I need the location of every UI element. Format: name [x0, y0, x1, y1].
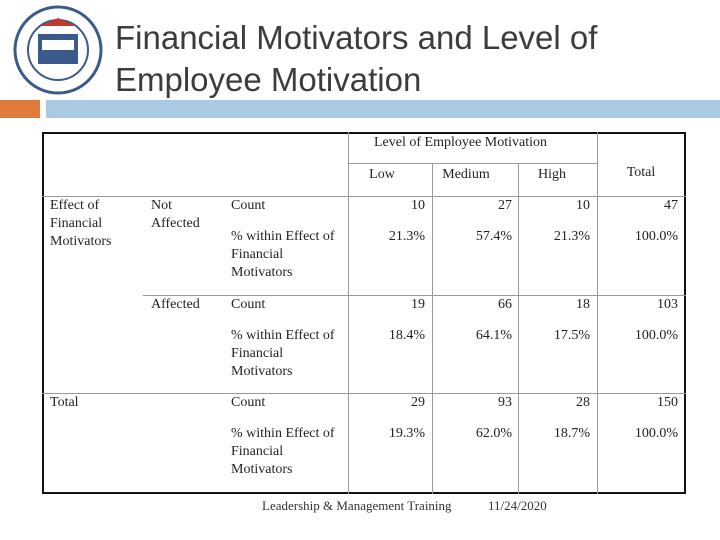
count-value: 28 [576, 395, 590, 410]
count-value: 103 [657, 297, 678, 312]
pct-value: 18.7% [553, 426, 590, 441]
pct-value: 100.0% [634, 229, 678, 244]
pct-value: 21.3% [553, 229, 590, 244]
count-value: 18 [576, 297, 590, 312]
logo [13, 5, 103, 95]
pct-value: 100.0% [634, 328, 678, 343]
title: Financial Motivators and Level of [115, 19, 598, 56]
count-value: 29 [411, 395, 425, 410]
pct-value: 19.3% [388, 426, 425, 441]
row-group: Effect of Financial Motivators [50, 198, 112, 249]
column-header: Low [369, 167, 395, 182]
count-value: 10 [411, 198, 425, 213]
stat-label: Count [231, 297, 266, 312]
grid-line [42, 393, 686, 394]
group-header: Level of Employee Motivation [374, 135, 548, 150]
stat-label: % within Effect of Financial Motivators [231, 229, 335, 280]
count-value: 47 [664, 198, 678, 213]
count-value: 27 [498, 198, 512, 213]
count-value: 10 [576, 198, 590, 213]
grid-line [518, 163, 519, 494]
grid-line [42, 196, 686, 197]
count-value: 150 [657, 395, 678, 410]
table [42, 132, 686, 494]
grid-line [432, 163, 433, 494]
title: Employee Motivation [115, 61, 422, 98]
footer-date: 11/24/2020 [488, 498, 547, 513]
row-label: Total [50, 395, 79, 410]
column-header: Total [626, 165, 656, 180]
column-header: High [538, 167, 566, 182]
grid-line [348, 132, 349, 494]
header-bar [46, 100, 720, 118]
stat-label: Count [231, 198, 266, 213]
pct-value: 17.5% [553, 328, 590, 343]
pct-value: 18.4% [388, 328, 425, 343]
column-header: Medium [442, 167, 490, 182]
row-label: Not Affected [151, 198, 200, 231]
pct-value: 62.0% [475, 426, 512, 441]
pct-value: 100.0% [634, 426, 678, 441]
pct-value: 57.4% [475, 229, 512, 244]
stat-label: % within Effect of Financial Motivators [231, 328, 335, 379]
accent-bar [0, 100, 40, 118]
count-value: 93 [498, 395, 512, 410]
pct-value: 64.1% [475, 328, 512, 343]
stat-label: Count [231, 395, 266, 410]
count-value: 19 [411, 297, 425, 312]
row-label: Affected [151, 297, 200, 312]
stat-label: % within Effect of Financial Motivators [231, 426, 335, 477]
grid-line [143, 295, 686, 296]
count-value: 66 [498, 297, 512, 312]
footer-text: Leadership & Management Training [262, 498, 452, 513]
grid-line [348, 163, 597, 164]
pct-value: 21.3% [388, 229, 425, 244]
grid-line [597, 132, 598, 494]
